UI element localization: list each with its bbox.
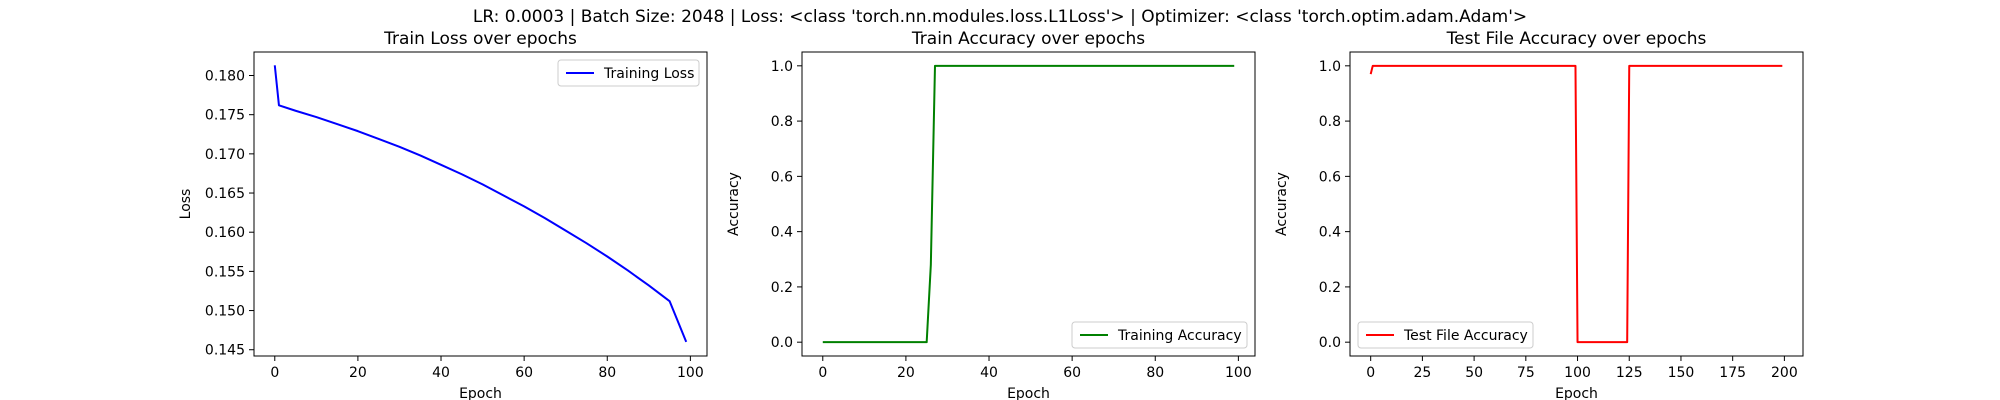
y-tick-label: 0.8 bbox=[1319, 114, 1341, 130]
x-tick-label: 0 bbox=[818, 365, 827, 381]
y-tick-label: 0.8 bbox=[771, 114, 793, 130]
series-line bbox=[273, 65, 688, 343]
x-tick-label: 20 bbox=[349, 365, 367, 381]
x-tick-label: 25 bbox=[1413, 365, 1431, 381]
legend: Test File Accuracy bbox=[1357, 321, 1534, 349]
figure-suptitle: LR: 0.0003 | Batch Size: 2048 | Loss: <c… bbox=[473, 7, 1527, 27]
x-tick-label: 60 bbox=[515, 365, 533, 381]
x-tick-label: 0 bbox=[1366, 365, 1375, 381]
legend-label: Training Accuracy bbox=[1117, 328, 1242, 344]
legend-frame bbox=[1357, 321, 1534, 349]
legend-label: Test File Accuracy bbox=[1403, 328, 1528, 344]
y-tick-label: 0.150 bbox=[205, 304, 245, 320]
y-tick-label: 0.6 bbox=[1319, 169, 1341, 185]
chart-panel-2: Train Accuracy over epochs 0 20 40 60 80 100 0.… bbox=[726, 29, 1256, 400]
x-axis-label: Epoch bbox=[459, 386, 502, 400]
x-tick-label: 40 bbox=[980, 365, 998, 381]
legend: Training Loss bbox=[557, 59, 700, 87]
x-tick-label: 100 bbox=[1564, 365, 1591, 381]
y-axis-label: Accuracy bbox=[1274, 172, 1290, 236]
y-tick-label: 1.0 bbox=[1319, 59, 1341, 75]
chart-title: Train Accuracy over epochs bbox=[911, 29, 1145, 49]
x-tick-label: 125 bbox=[1616, 365, 1643, 381]
x-tick-label: 80 bbox=[1146, 365, 1164, 381]
y-axis-label: Loss bbox=[178, 189, 194, 220]
y-tick-label: 0.6 bbox=[771, 169, 793, 185]
x-axis-label: Epoch bbox=[1555, 386, 1598, 400]
plot-frame bbox=[1349, 51, 1804, 357]
y-tick-label: 0.2 bbox=[1319, 280, 1341, 296]
y-tick-label: 0.160 bbox=[205, 225, 245, 241]
y-tick-label: 1.0 bbox=[771, 59, 793, 75]
x-tick-label: 100 bbox=[677, 365, 704, 381]
chart-panel-3: Test File Accuracy over epochs 0 25 50 75 100… bbox=[1274, 29, 1804, 400]
y-tick-label: 0.0 bbox=[1319, 335, 1341, 351]
x-tick-label: 75 bbox=[1517, 365, 1535, 381]
chart-title: Test File Accuracy over epochs bbox=[1446, 29, 1707, 49]
x-tick-label: 40 bbox=[432, 365, 450, 381]
legend: Training Accuracy bbox=[1071, 321, 1248, 349]
y-tick-label: 0.175 bbox=[205, 108, 245, 124]
y-tick-label: 0.2 bbox=[771, 280, 793, 296]
y-tick-label: 0.4 bbox=[1319, 225, 1341, 241]
y-tick-label: 0.170 bbox=[205, 147, 245, 163]
y-tick-label: 0.180 bbox=[205, 69, 245, 85]
series-line bbox=[1369, 64, 1783, 344]
x-tick-label: 200 bbox=[1771, 365, 1798, 381]
x-axis-label: Epoch bbox=[1007, 386, 1050, 400]
y-tick-label: 0.0 bbox=[771, 335, 793, 351]
x-tick-label: 175 bbox=[1719, 365, 1746, 381]
y-tick-label: 0.155 bbox=[205, 264, 245, 280]
chart-panel-1: Train Loss over epochs 0 20 40 60 80 100 0.145 0… bbox=[178, 29, 708, 400]
x-tick-label: 150 bbox=[1668, 365, 1695, 381]
legend-frame bbox=[557, 59, 700, 87]
plot-frame bbox=[801, 51, 1256, 357]
legend-label: Training Loss bbox=[603, 66, 694, 82]
y-tick-label: 0.165 bbox=[205, 186, 245, 202]
y-axis-label: Accuracy bbox=[726, 172, 742, 236]
plot-frame bbox=[253, 51, 708, 357]
y-tick-label: 0.145 bbox=[205, 343, 245, 359]
legend-frame bbox=[1071, 321, 1248, 349]
x-tick-label: 0 bbox=[270, 365, 279, 381]
x-tick-label: 80 bbox=[598, 365, 616, 381]
x-tick-label: 100 bbox=[1225, 365, 1252, 381]
series-line bbox=[822, 64, 1235, 344]
x-tick-label: 50 bbox=[1465, 365, 1483, 381]
chart-title: Train Loss over epochs bbox=[383, 29, 577, 49]
x-tick-label: 60 bbox=[1063, 365, 1081, 381]
x-tick-label: 20 bbox=[897, 365, 915, 381]
y-tick-label: 0.4 bbox=[771, 225, 793, 241]
